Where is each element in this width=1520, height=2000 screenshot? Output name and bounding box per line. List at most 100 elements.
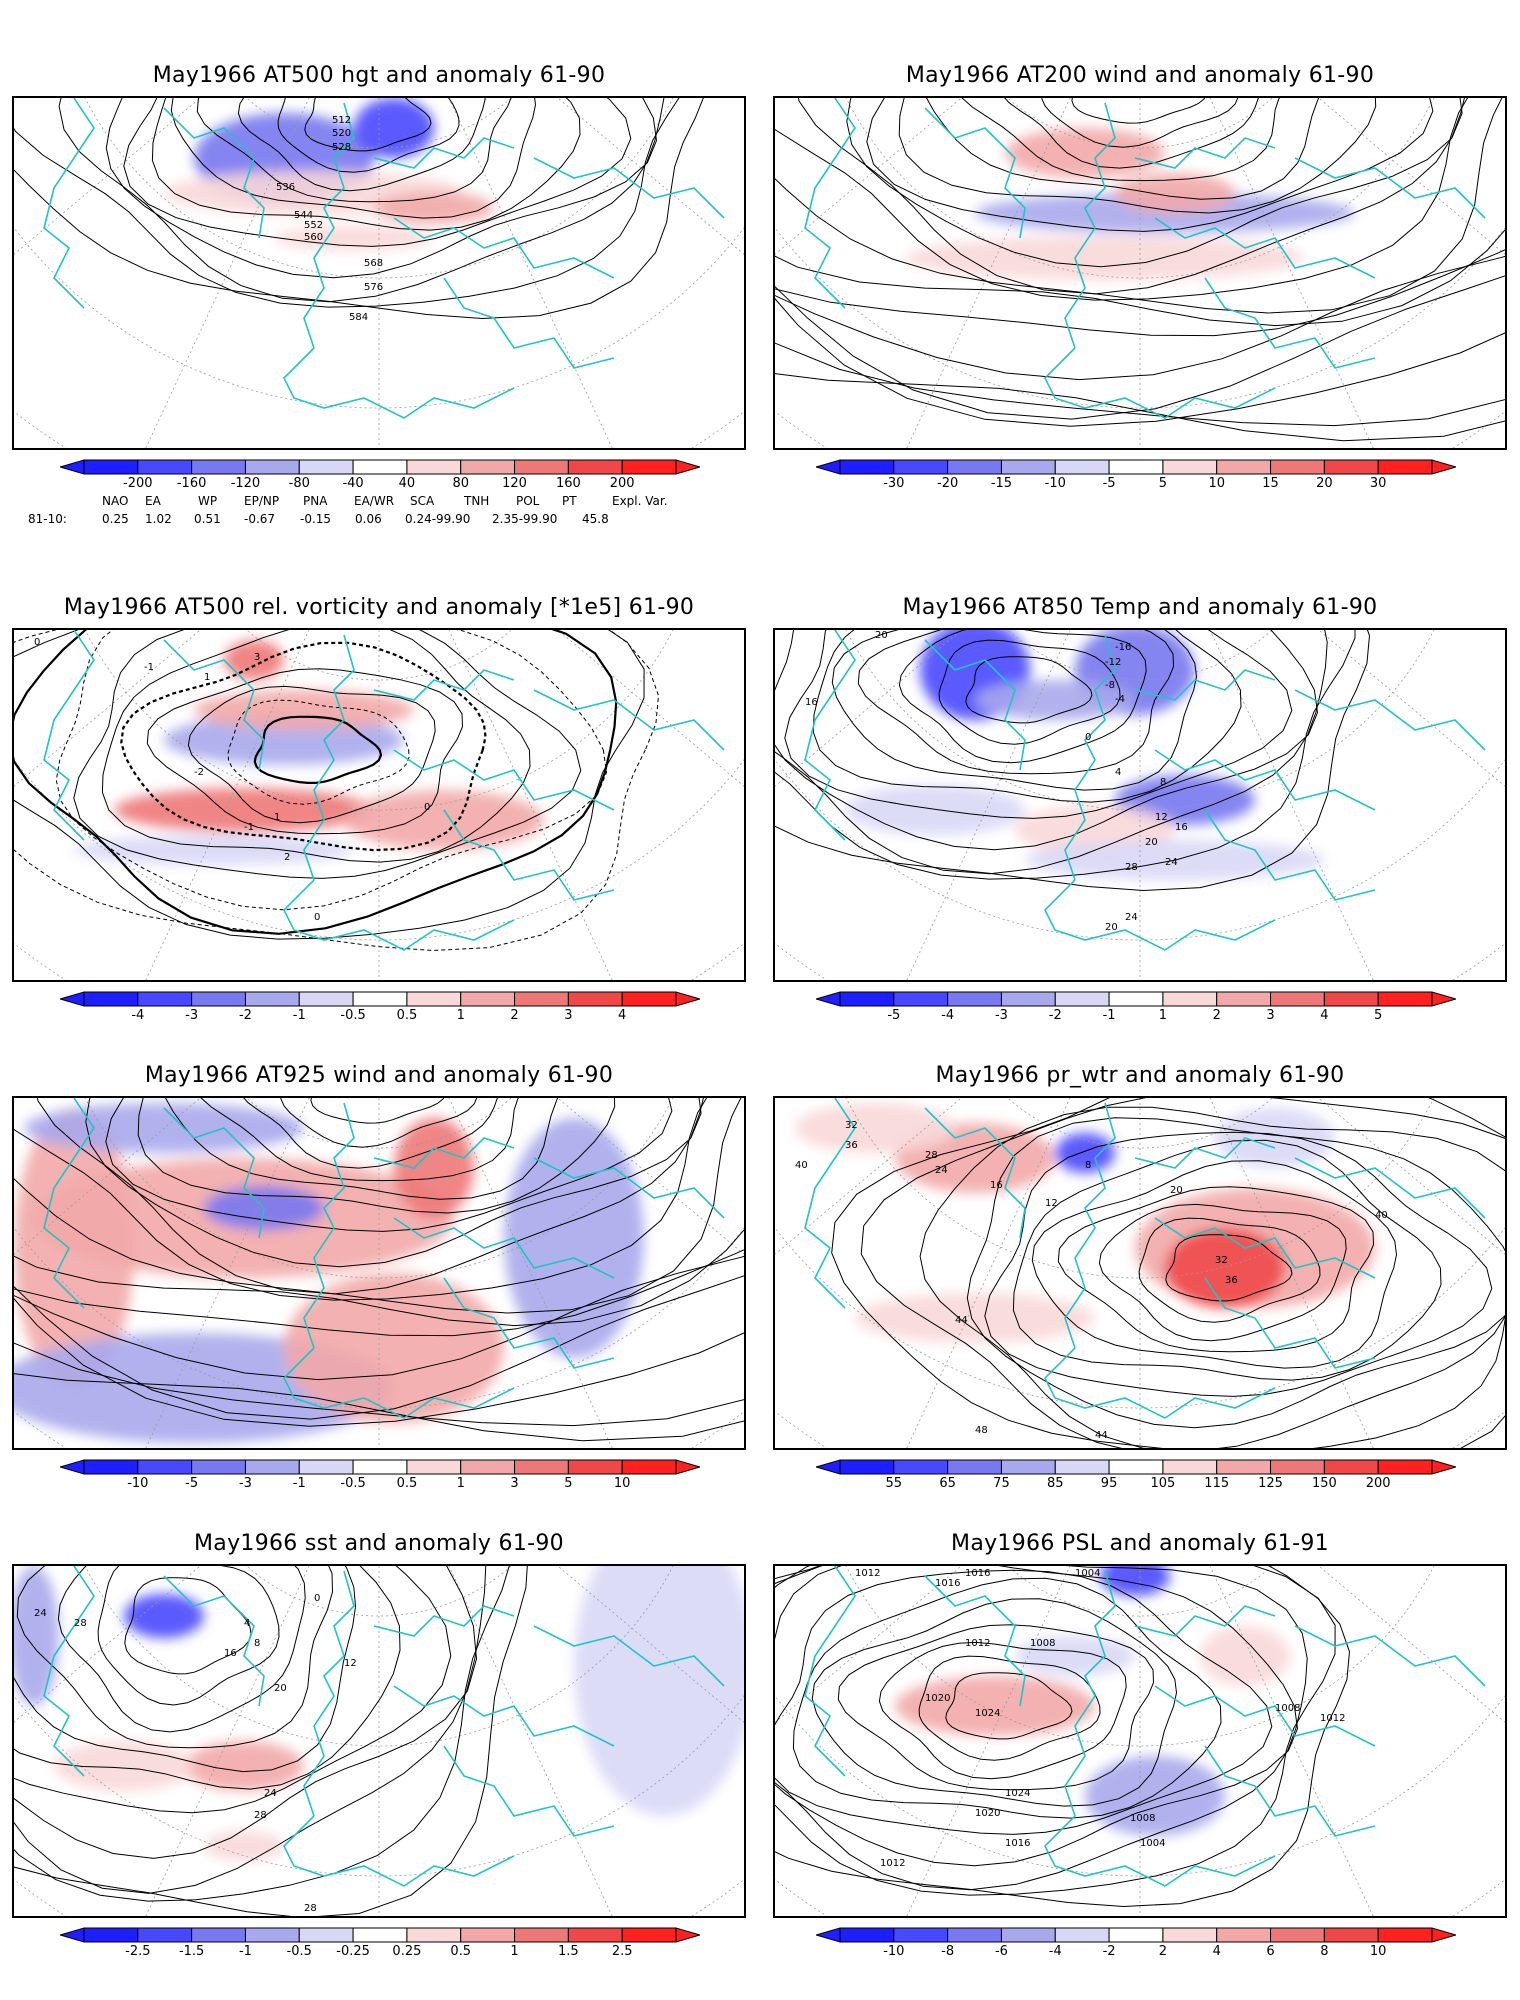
contour-line — [14, 1098, 744, 1427]
contour-line — [775, 98, 1505, 442]
colorbar-prwtr: 55 65 75 85 95 105 115 125 150 200 — [814, 1458, 1458, 1498]
coastline — [533, 1625, 725, 1687]
contour-line — [918, 1655, 1101, 1761]
coastline — [43, 630, 95, 841]
contour-line — [1165, 1234, 1293, 1302]
colorbar-tick-label: 0.5 — [450, 1944, 472, 1959]
contour-line — [966, 1117, 1505, 1429]
contour-label: 1008 — [1130, 1813, 1155, 1824]
anomaly-shading — [1015, 1636, 1135, 1676]
contour-label: 512 — [332, 115, 351, 126]
colorbar-tick-label: 2 — [1158, 1944, 1168, 1959]
contour-label: 40 — [795, 1160, 808, 1171]
anomaly-shading — [374, 192, 494, 224]
coastline — [393, 1685, 615, 1747]
contour-line — [831, 1098, 1505, 1448]
contour-line — [898, 98, 1377, 214]
contour-line — [146, 668, 464, 835]
contour-line — [14, 1566, 478, 1859]
colorbar-tick-label: 5 — [1158, 476, 1168, 491]
contour-label: 24 — [1165, 857, 1178, 868]
colorbar-tick-label: 3 — [1266, 1008, 1275, 1023]
anomaly-shading — [344, 790, 544, 850]
colorbar-tick-label: 15 — [1262, 476, 1279, 491]
contour-label: 12 — [1045, 1198, 1058, 1209]
contour-line — [775, 98, 1505, 427]
colorbar-tick-label: 1 — [456, 1008, 465, 1023]
contour-label: 1016 — [1005, 1838, 1030, 1849]
coastline — [283, 347, 515, 419]
colorbar-500vort: -4 -3 -2 -1 -0.5 0.5 1 2 3 4 — [58, 990, 702, 1030]
anomaly-shading — [1085, 1756, 1225, 1836]
contour-label: 584 — [349, 312, 368, 323]
coastline — [443, 809, 615, 901]
index-value: 0.25 — [102, 512, 129, 526]
contour-label: 8 — [254, 1638, 260, 1649]
colorbar-tick-label: -0.5 — [286, 1944, 312, 1959]
contour-label: 24 — [1125, 912, 1138, 923]
colorbar-850temp: -5 -4 -3 -2 -1 1 2 3 4 5 — [814, 990, 1458, 1030]
coastline — [163, 1575, 265, 1707]
contour-line — [920, 98, 1327, 200]
coastline — [373, 137, 515, 169]
colorbar-tick-label: 5 — [564, 1476, 573, 1491]
contour-line — [775, 1566, 1299, 1867]
colorbar-tick-label: 95 — [1100, 1476, 1118, 1491]
coastline — [1044, 879, 1276, 951]
contour-line — [837, 1624, 1155, 1791]
coastline — [1064, 634, 1116, 881]
colorbar-tick-label: 120 — [502, 476, 527, 491]
contour-label: 1024 — [975, 1708, 1000, 1719]
contour-line — [996, 98, 1269, 169]
contour-label: 1012 — [1320, 1713, 1345, 1724]
coastline — [303, 634, 355, 881]
contour-line — [279, 1098, 479, 1148]
colorbar-tick-label: 1.5 — [558, 1944, 579, 1959]
contour-line — [775, 630, 1356, 880]
contour-label: 28 — [925, 1150, 938, 1161]
coastline — [393, 217, 615, 279]
contour-label: 0 — [314, 1593, 320, 1604]
colorbar-tick-label: 65 — [939, 1476, 956, 1491]
anomaly-shading — [855, 1293, 1095, 1343]
contour-line — [857, 630, 1175, 775]
contour-label: 2 — [284, 852, 290, 863]
coastline — [283, 1815, 515, 1887]
colorbar-tick-label: 1 — [1158, 1008, 1168, 1023]
anomaly-shading — [54, 1741, 194, 1791]
contour-label: 1012 — [880, 1858, 905, 1869]
coastline — [1134, 137, 1276, 169]
contour-label: 20 — [1170, 1185, 1183, 1196]
contour-label: 576 — [364, 282, 383, 293]
colorbar-tick-label: -200 — [123, 476, 153, 491]
contour-line — [775, 98, 1505, 381]
anomaly-shading — [14, 1566, 59, 1706]
colorbar-tick-label: 2 — [510, 1008, 519, 1023]
colorbar-tick-label: -3 — [994, 1008, 1008, 1023]
contour-label: -1 — [144, 662, 154, 673]
contour-line — [14, 630, 645, 940]
contour-label: 1016 — [935, 1578, 960, 1589]
contour-line — [945, 1672, 1073, 1740]
contour-label: 1008 — [1030, 1638, 1055, 1649]
colorbar-tick-label: -3 — [185, 1008, 199, 1023]
colorbar-tick-label: -40 — [342, 476, 364, 491]
anomaly-shading — [124, 1594, 204, 1638]
contour-label: 552 — [304, 220, 323, 231]
colorbar-tick-label: -3 — [238, 1476, 252, 1491]
coastline — [1204, 1745, 1376, 1837]
contour-line — [919, 1106, 1505, 1448]
contour-line — [14, 1566, 515, 1902]
coastline — [303, 102, 355, 349]
colorbar-tick-label: 10 — [613, 1476, 631, 1491]
contour-label: 40 — [1375, 1210, 1388, 1221]
contour-line — [58, 98, 667, 303]
contour-line — [14, 1566, 401, 1790]
coastline — [924, 639, 1026, 771]
contour-label: 8 — [1085, 1160, 1091, 1171]
panel-title-500vort: May1966 AT500 rel. vorticity and anomaly… — [63, 595, 695, 620]
colorbar-tick-label: -2.5 — [125, 1944, 151, 1959]
contour-line — [137, 1098, 616, 1214]
index-value: -0.67 — [244, 512, 276, 526]
index-value: 0.24-99.90 — [405, 512, 471, 526]
